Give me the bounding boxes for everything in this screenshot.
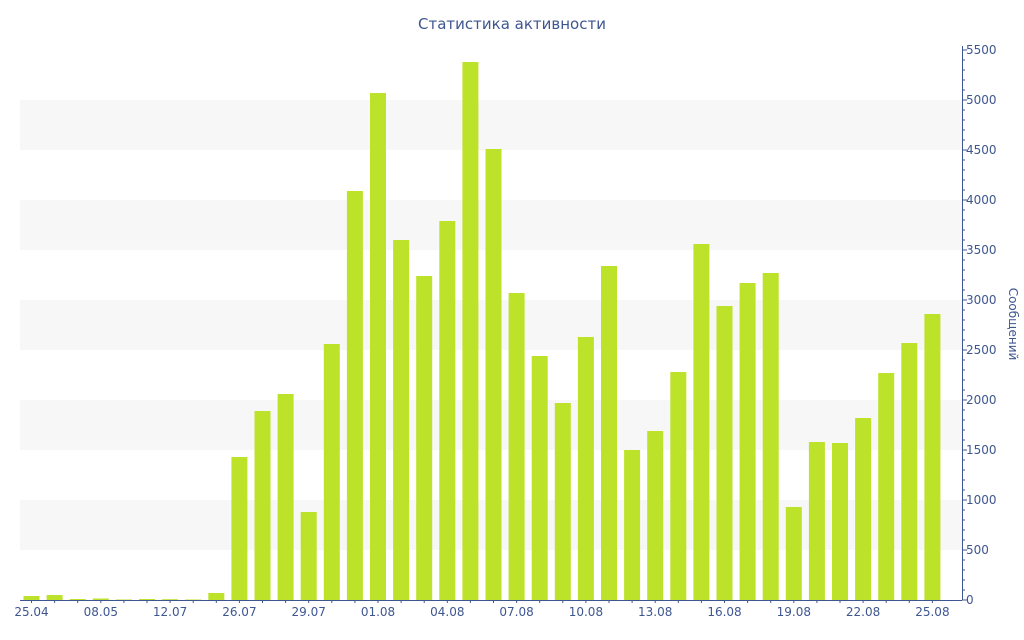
x-tick-label: 25.08	[915, 605, 949, 619]
bar	[693, 244, 710, 600]
bar	[531, 356, 548, 600]
y-tick-label: 5000	[966, 93, 997, 107]
x-tick-label: 12.07	[153, 605, 187, 619]
y-tick-label: 1000	[966, 493, 997, 507]
bar	[439, 221, 456, 600]
x-tick-label: 10.08	[569, 605, 603, 619]
y-tick-label: 0	[966, 593, 974, 607]
x-tick-label: 19.08	[777, 605, 811, 619]
bar	[855, 418, 872, 600]
grid-band	[20, 100, 962, 150]
x-tick-label: 26.07	[222, 605, 256, 619]
bar	[762, 273, 779, 600]
bar	[300, 512, 317, 600]
bar	[670, 372, 687, 600]
bar	[208, 593, 225, 600]
y-tick-label: 3000	[966, 293, 997, 307]
bar	[393, 240, 410, 600]
y-tick-label: 3500	[966, 243, 997, 257]
bar	[23, 596, 40, 600]
x-tick-label: 25.04	[14, 605, 48, 619]
x-tick-label: 16.08	[707, 605, 741, 619]
bar	[508, 293, 525, 600]
y-tick-label: 500	[966, 543, 989, 557]
bar	[601, 266, 617, 600]
bar	[323, 344, 340, 600]
bar	[716, 306, 733, 600]
bar	[370, 93, 386, 600]
bar	[69, 599, 86, 600]
bar	[924, 314, 941, 600]
x-tick-label: 01.08	[361, 605, 395, 619]
x-tick-label: 13.08	[638, 605, 672, 619]
bar	[739, 283, 756, 600]
x-tick-label: 29.07	[292, 605, 326, 619]
bar	[46, 595, 63, 600]
y-tick-label: 2500	[966, 343, 997, 357]
bar-series	[23, 62, 941, 600]
bar	[92, 598, 109, 600]
x-tick-label: 04.08	[430, 605, 464, 619]
y-axis-label: Сообщений	[1006, 288, 1020, 361]
x-tick-label: 22.08	[846, 605, 880, 619]
bar	[785, 507, 802, 600]
bar	[416, 276, 433, 600]
bar	[462, 62, 479, 600]
bar	[647, 431, 664, 600]
x-tick-label: 07.08	[499, 605, 533, 619]
y-axis-ticks: 0 500 1000 1500 2000 2500 3000 3500 4000 4500 5000…	[962, 43, 997, 607]
bar	[808, 442, 825, 600]
bar	[162, 599, 179, 600]
y-tick-label: 4000	[966, 193, 997, 207]
bar	[878, 373, 895, 600]
y-tick-label: 4500	[966, 143, 997, 157]
bar	[577, 337, 594, 600]
bar	[554, 403, 571, 600]
bar	[485, 149, 502, 600]
y-tick-label: 1500	[966, 443, 997, 457]
bar	[346, 191, 363, 600]
x-axis-ticks: 25.04 08.05 12.07 26.07 29.07 01.08 04.08 07.08…	[14, 600, 950, 619]
bar	[231, 457, 248, 600]
bar	[277, 394, 294, 600]
chart-title: Статистика активности	[418, 15, 606, 33]
bar	[185, 599, 202, 600]
axes	[20, 46, 963, 601]
bar	[624, 450, 641, 600]
bar	[254, 411, 271, 600]
bar	[139, 599, 155, 600]
bar	[832, 443, 848, 600]
bar	[115, 599, 132, 600]
x-tick-label: 08.05	[84, 605, 118, 619]
y-tick-label: 5500	[966, 43, 997, 57]
bar	[901, 343, 918, 600]
y-tick-label: 2000	[966, 393, 997, 407]
